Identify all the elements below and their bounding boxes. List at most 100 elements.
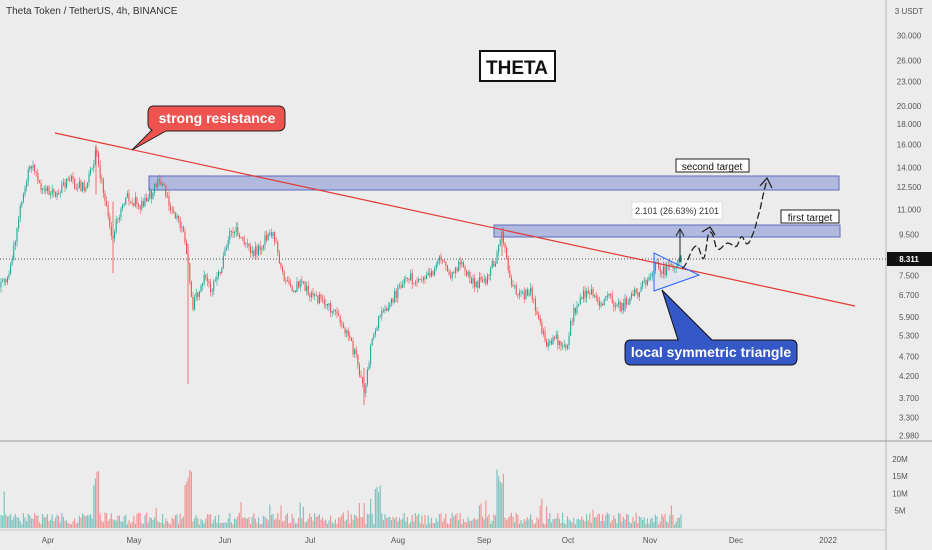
- volume-bar: [280, 505, 282, 528]
- candle-body: [379, 315, 381, 317]
- candle-body: [262, 245, 264, 249]
- candle-body: [542, 331, 544, 334]
- volume-bar: [459, 513, 461, 528]
- candle-body: [128, 193, 130, 202]
- second-target-zone[interactable]: [148, 175, 840, 191]
- candle-body: [374, 330, 376, 335]
- candle-body: [637, 292, 639, 297]
- candle-body: [48, 186, 50, 195]
- volume-bar: [54, 517, 56, 528]
- volume-bar: [342, 512, 344, 528]
- candle-body: [299, 280, 301, 288]
- volume-bar: [600, 521, 602, 528]
- candle-body: [349, 335, 351, 338]
- candle-body: [573, 307, 575, 322]
- volume-bar: [286, 513, 288, 528]
- candle-body: [475, 281, 477, 287]
- volume-bar: [363, 502, 365, 528]
- volume-bar: [32, 518, 34, 528]
- candle-body: [550, 340, 552, 345]
- candle-body: [286, 280, 288, 282]
- volume-bars: [0, 469, 682, 528]
- volume-bar: [224, 522, 226, 528]
- volume-bar: [338, 517, 340, 528]
- candle-body: [53, 189, 55, 192]
- volume-bar: [598, 513, 600, 528]
- volume-bar: [510, 512, 512, 528]
- volume-bar: [112, 519, 114, 528]
- volume-bar: [288, 523, 290, 528]
- candle-body: [670, 264, 672, 266]
- candle-body: [478, 277, 480, 288]
- volume-bar: [382, 520, 384, 528]
- volume-bar: [504, 517, 506, 528]
- volume-bar: [413, 521, 415, 528]
- volume-bar: [197, 518, 199, 528]
- candle-body: [29, 166, 31, 170]
- volume-bar: [222, 522, 224, 528]
- candle-body: [472, 278, 474, 284]
- volume-bar: [622, 516, 624, 528]
- volume-bar: [450, 518, 452, 528]
- candle-body: [138, 204, 140, 206]
- candle-body: [291, 286, 293, 292]
- volume-bar: [451, 512, 453, 528]
- candle-body: [99, 164, 101, 179]
- resistance-trendline[interactable]: [54, 132, 856, 307]
- volume-bar: [426, 524, 428, 528]
- volume-bar: [2, 516, 4, 528]
- volume-bar: [46, 514, 48, 528]
- candle-body: [600, 303, 602, 307]
- candle-body: [83, 182, 85, 191]
- volume-bar: [19, 520, 21, 528]
- volume-bar: [14, 514, 16, 528]
- volume-bar: [99, 514, 101, 528]
- volume-bar: [578, 518, 580, 528]
- candle-body: [528, 292, 530, 296]
- volume-bar: [522, 523, 524, 528]
- candle-body: [102, 179, 104, 194]
- volume-bar: [90, 514, 92, 528]
- volume-bar: [429, 523, 431, 528]
- candle-body: [589, 293, 591, 295]
- volume-bar: [667, 522, 669, 528]
- strong-resistance-callout[interactable]: [131, 105, 286, 151]
- volume-bar: [400, 519, 402, 528]
- volume-bar: [123, 515, 125, 528]
- candle-body: [491, 261, 493, 269]
- volume-bar: [387, 517, 389, 528]
- volume-bar: [416, 515, 418, 528]
- first-target-zone[interactable]: [493, 224, 841, 238]
- candle-body: [296, 281, 298, 292]
- candle-body: [50, 194, 52, 195]
- projection-path[interactable]: [681, 179, 768, 269]
- volume-bar: [619, 513, 621, 528]
- candle-body: [661, 271, 663, 274]
- candle-body: [565, 344, 567, 349]
- candle-body: [147, 198, 149, 202]
- candle-body: [643, 280, 645, 282]
- symmetric-triangle[interactable]: [653, 252, 701, 292]
- volume-bar: [266, 518, 268, 528]
- triangle-callout[interactable]: [624, 289, 798, 366]
- candle-body: [622, 303, 624, 310]
- volume-bar: [394, 518, 396, 528]
- price-tick-label: 5.300: [899, 332, 920, 341]
- symbol-header[interactable]: Theta Token / TetherUS, 4h, BINANCE: [6, 6, 178, 17]
- volume-bar: [104, 512, 106, 528]
- volume-bar: [421, 515, 423, 528]
- volume-bar: [680, 514, 682, 528]
- candle-body: [450, 274, 452, 278]
- volume-bar: [581, 516, 583, 528]
- volume-bar: [355, 515, 357, 528]
- candle-body: [298, 281, 300, 288]
- volume-bar: [558, 518, 560, 528]
- price-tick-label: 3.300: [899, 414, 920, 423]
- candle-body: [435, 264, 437, 269]
- volume-bar: [542, 523, 544, 528]
- candle-body: [333, 310, 335, 312]
- candle-body: [200, 286, 202, 292]
- volume-bar: [235, 519, 237, 528]
- volume-bar: [659, 521, 661, 528]
